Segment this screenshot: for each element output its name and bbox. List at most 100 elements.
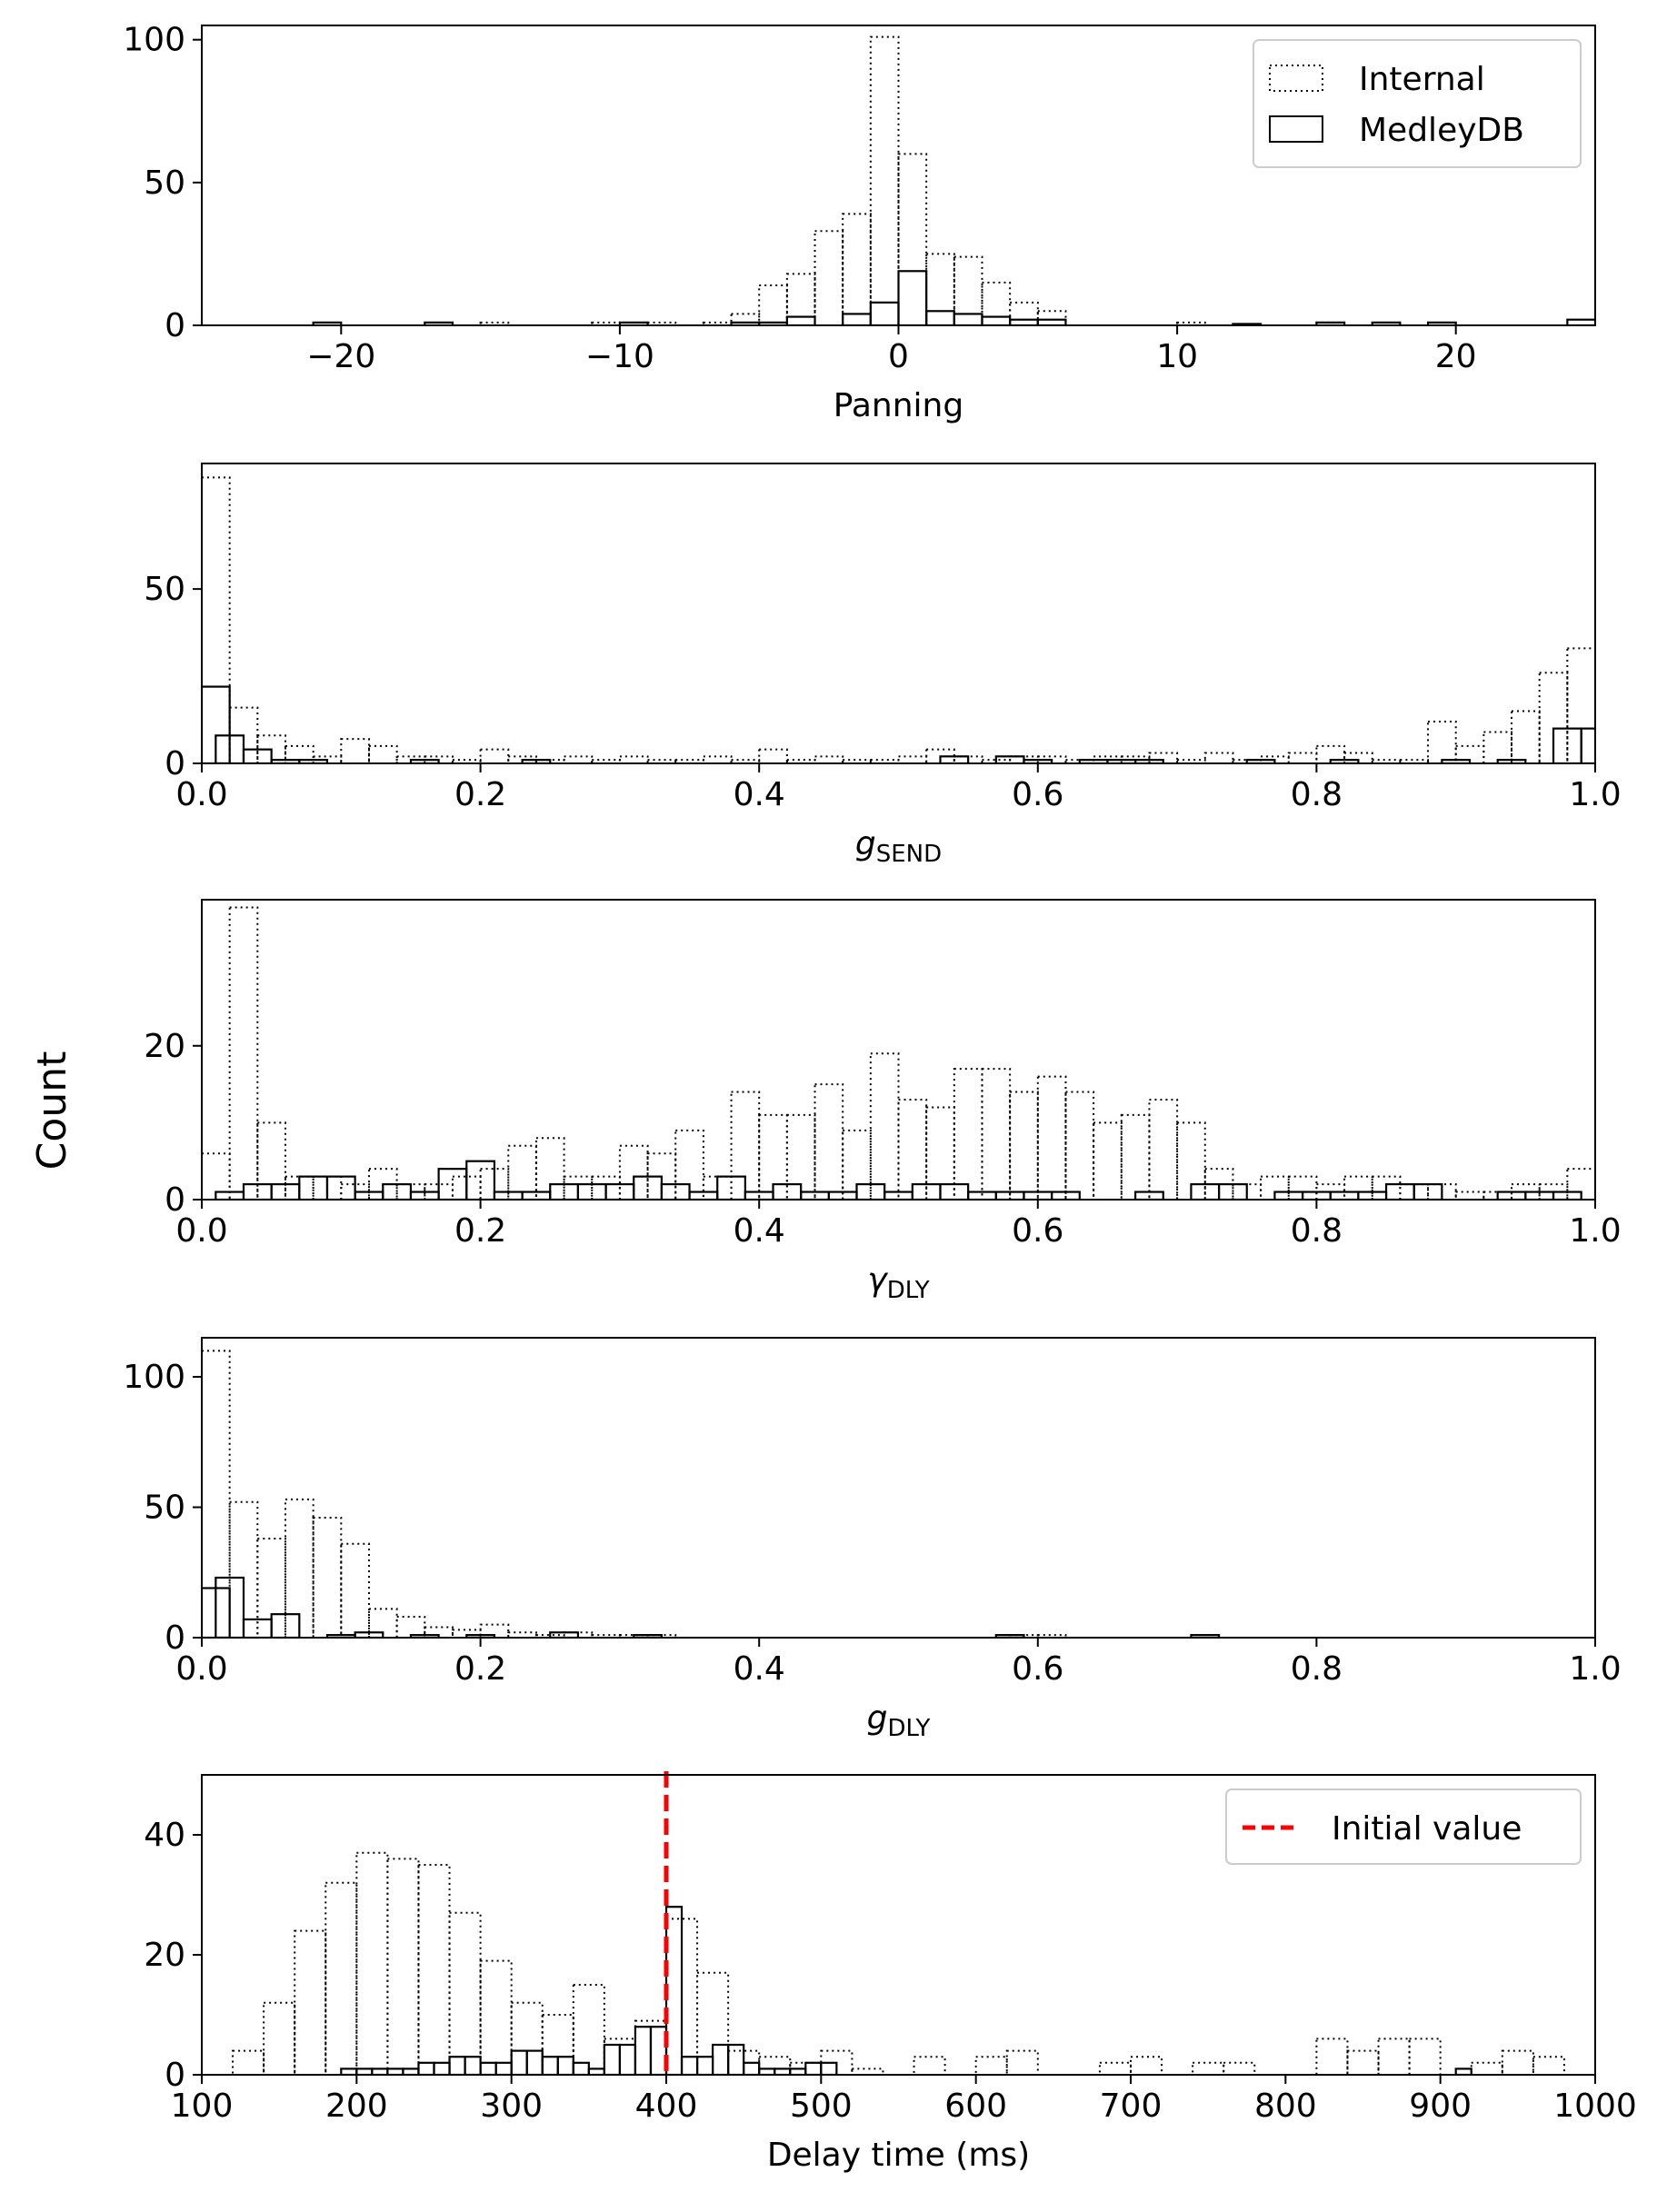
x-tick-label: 1.0 bbox=[1569, 776, 1621, 813]
medleydb-bar bbox=[312, 321, 343, 325]
internal-bar bbox=[507, 1144, 537, 1200]
medleydb-bar bbox=[618, 321, 649, 325]
x-tick-label: 900 bbox=[1409, 2087, 1472, 2125]
axes-frame bbox=[201, 899, 1596, 1201]
internal-bar bbox=[312, 1517, 343, 1638]
legend-box bbox=[1253, 39, 1582, 168]
internal-bar bbox=[1260, 1175, 1290, 1200]
x-tick-label: 500 bbox=[790, 2087, 853, 2125]
y-tick-label: 20 bbox=[144, 1937, 185, 1974]
panel-4: 0.0 0.2 0.4 0.6 0.8 1.0 0 50 100 gDLY bbox=[123, 1337, 1622, 1742]
legend-label: Internal bbox=[1359, 61, 1485, 98]
internal-bar bbox=[1130, 2056, 1163, 2075]
x-axis-label-subscript: DLY bbox=[887, 1277, 930, 1304]
legend-swatch-internal bbox=[1269, 65, 1323, 92]
x-axis-label: gSEND bbox=[855, 825, 942, 868]
internal-bar bbox=[541, 2014, 574, 2075]
internal-bar bbox=[702, 321, 733, 325]
medleydb-bar bbox=[1190, 1634, 1221, 1638]
medleydb-bar bbox=[633, 1634, 663, 1638]
legend: Initial value bbox=[1225, 1789, 1582, 1865]
internal-bar bbox=[534, 1137, 565, 1200]
internal-bar bbox=[1454, 744, 1485, 763]
internal-bar bbox=[702, 755, 733, 763]
x-tick-label: 1000 bbox=[1553, 2087, 1637, 2125]
y-tick-label: 0 bbox=[165, 2057, 185, 2094]
x-tick-label: 0 bbox=[888, 338, 909, 375]
x-axis-label: gDLY bbox=[867, 1699, 931, 1742]
x-tick-label: 0.2 bbox=[454, 1650, 506, 1688]
internal-bar bbox=[1176, 321, 1206, 325]
medleydb-bar bbox=[785, 315, 816, 325]
internal-bar bbox=[563, 1175, 594, 1200]
medleydb-bar bbox=[820, 2061, 838, 2075]
x-tick-label: 0.6 bbox=[1012, 1650, 1063, 1688]
internal-bar bbox=[814, 230, 844, 325]
x-tick-label: 0.0 bbox=[175, 1212, 227, 1250]
x-tick-label: 1.0 bbox=[1569, 1212, 1621, 1250]
x-axis-label: Delay time (ms) bbox=[767, 2137, 1030, 2174]
internal-bar bbox=[1009, 755, 1039, 763]
medleydb-bar bbox=[424, 321, 454, 325]
x-tick-label: 0.8 bbox=[1291, 1212, 1343, 1250]
x-axis-label-symbol: g bbox=[855, 825, 876, 862]
x-tick-label: 0.4 bbox=[734, 1650, 785, 1688]
internal-bar bbox=[340, 1542, 370, 1638]
x-tick-label: 0.4 bbox=[734, 1212, 785, 1250]
x-tick-label: 400 bbox=[635, 2087, 698, 2125]
axes-frame bbox=[201, 463, 1596, 764]
internal-bar bbox=[507, 755, 537, 763]
internal-bar bbox=[925, 748, 955, 763]
internal-bar bbox=[981, 281, 1012, 325]
internal-bar bbox=[851, 2068, 884, 2075]
internal-bar bbox=[842, 213, 872, 325]
internal-bar bbox=[953, 755, 983, 763]
x-tick-label: 20 bbox=[1435, 338, 1477, 375]
x-axis-label-symbol: g bbox=[867, 1699, 888, 1737]
x-axis-label-symbol: γ bbox=[867, 1261, 888, 1299]
medleydb-bar bbox=[727, 2043, 745, 2075]
internal-bar bbox=[591, 321, 621, 325]
figure-ylabel: Count bbox=[29, 1051, 75, 1171]
internal-bar bbox=[367, 1608, 398, 1638]
internal-bar bbox=[814, 755, 844, 763]
panel-1: −20 −10 0 10 20 0 50 100 Panning Internal MedleyDB bbox=[123, 22, 1596, 424]
x-tick-label: 0.0 bbox=[175, 776, 227, 813]
internal-bar bbox=[1148, 752, 1179, 763]
x-tick-label: 600 bbox=[944, 2087, 1007, 2125]
internal-bar bbox=[1009, 301, 1039, 325]
medleydb-bar bbox=[409, 1634, 440, 1638]
internal-bar bbox=[1093, 1121, 1123, 1200]
internal-bar bbox=[1203, 752, 1234, 763]
medleydb-bar bbox=[242, 748, 273, 763]
x-tick-label: 0.2 bbox=[454, 1212, 506, 1250]
y-tick-label: 50 bbox=[144, 571, 185, 608]
x-tick-label: 800 bbox=[1254, 2087, 1317, 2125]
medleydb-bar bbox=[1580, 727, 1595, 763]
medleydb-bar bbox=[465, 1634, 496, 1638]
x-tick-label: −20 bbox=[306, 338, 375, 375]
x-tick-label: 0.6 bbox=[1012, 1212, 1063, 1250]
medleydb-bar bbox=[202, 685, 231, 763]
y-tick-label: 20 bbox=[144, 1028, 185, 1065]
x-tick-label: 0.8 bbox=[1291, 776, 1343, 813]
medleydb-bar bbox=[1371, 321, 1402, 325]
x-axis-label-subscript: SEND bbox=[876, 841, 942, 868]
medleydb-bar bbox=[1036, 318, 1067, 325]
internal-bar bbox=[256, 1121, 286, 1200]
x-tick-label: 200 bbox=[325, 2087, 388, 2125]
internal-bar bbox=[367, 744, 398, 763]
internal-bar bbox=[510, 2001, 544, 2075]
internal-bar bbox=[479, 321, 510, 325]
x-tick-label: 0.4 bbox=[734, 776, 785, 813]
x-tick-label: 100 bbox=[171, 2087, 234, 2125]
internal-bar bbox=[1315, 744, 1346, 763]
x-tick-label: 0.6 bbox=[1012, 776, 1063, 813]
internal-bar bbox=[842, 1129, 872, 1200]
internal-bar bbox=[1287, 752, 1318, 763]
internal-bar bbox=[284, 744, 314, 763]
panel-3: 0.0 0.2 0.4 0.6 0.8 1.0 0 20 γDLY bbox=[144, 899, 1622, 1304]
legend-swatch-medleydb bbox=[1269, 115, 1323, 143]
internal-bar bbox=[913, 2056, 946, 2075]
axes-frame bbox=[201, 1774, 1596, 2076]
